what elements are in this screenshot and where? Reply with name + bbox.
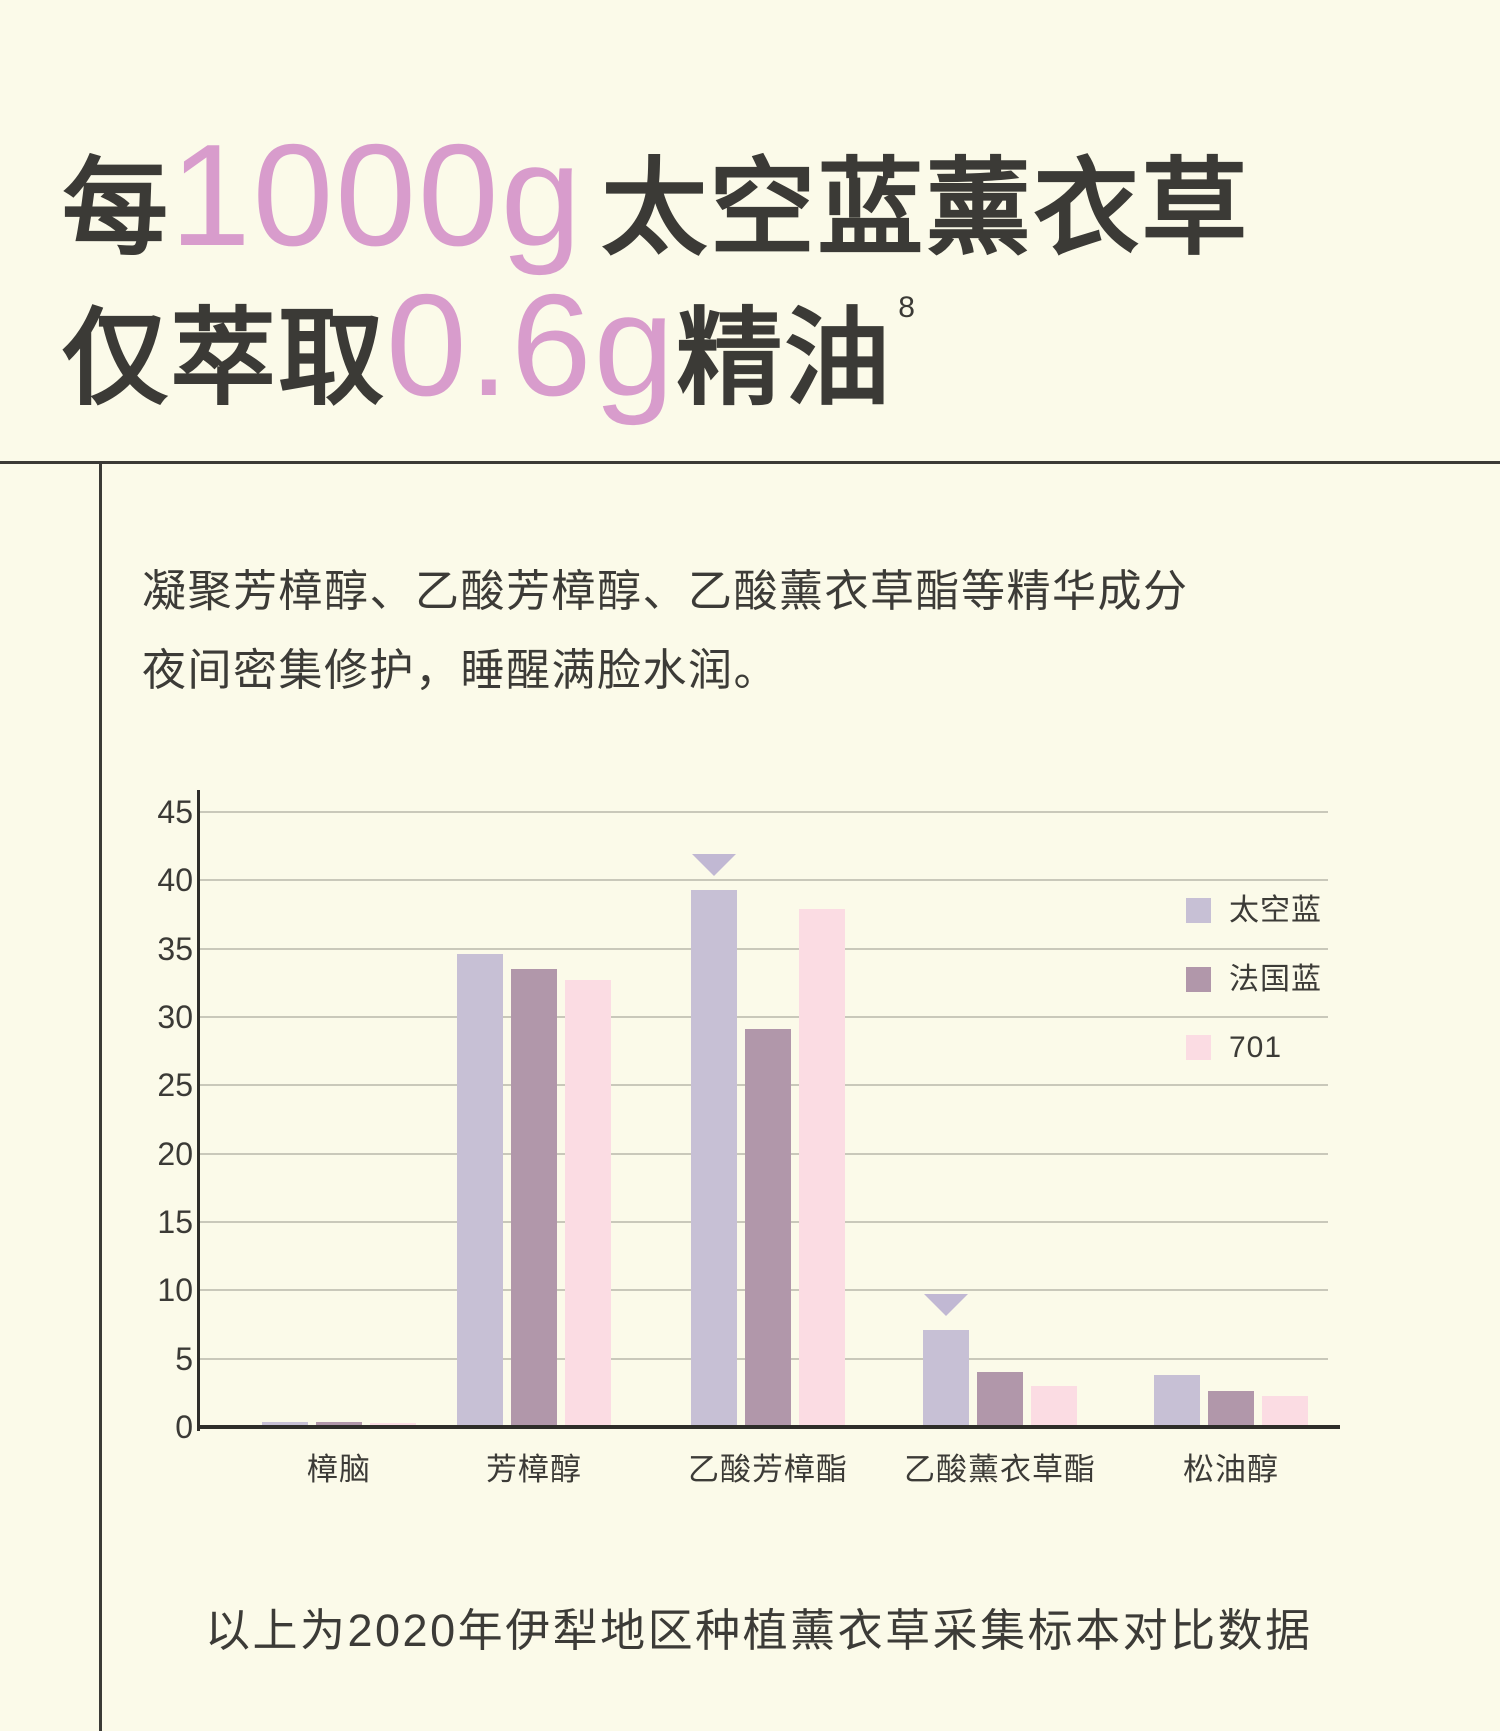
y-axis-tick-label: 40 [157, 862, 193, 899]
description-line-2: 夜间密集修护，睡醒满脸水润。 [142, 646, 779, 695]
category-label-乙酸芳樟酯: 乙酸芳樟酯 [688, 1452, 848, 1487]
bar-701-乙酸芳樟酯 [799, 909, 845, 1427]
chart-caption: 以上为2020年伊犁地区种植薰衣草采集标本对比数据 [205, 1605, 1313, 1656]
category-label-芳樟醇: 芳樟醇 [486, 1452, 582, 1487]
y-axis-tick-label: 20 [157, 1135, 193, 1172]
legend-swatch-法国蓝 [1186, 967, 1211, 992]
bar-太空蓝-樟脑 [262, 1422, 308, 1427]
bar-法国蓝-乙酸薰衣草酯 [977, 1372, 1023, 1427]
bar-701-松油醇 [1262, 1396, 1308, 1427]
y-axis-tick-label: 30 [157, 998, 193, 1035]
y-axis-tick-label: 25 [157, 1067, 193, 1104]
legend-swatch-太空蓝 [1186, 898, 1211, 923]
highlight-marker-triangle [924, 1293, 968, 1316]
gridline-40 [199, 879, 1328, 882]
horizontal-divider [0, 461, 1500, 464]
bar-太空蓝-松油醇 [1154, 1375, 1200, 1427]
x-axis-line [197, 1425, 1340, 1429]
bar-太空蓝-芳樟醇 [457, 954, 503, 1427]
heading-text: 精油 [676, 300, 893, 418]
heading-line-2: 仅萃取 0.6g 精油 8 [62, 262, 917, 429]
heading-text: 仅萃取 [62, 300, 386, 418]
heading-accent-0-6g: 0.6g [386, 264, 677, 426]
gridline-30 [199, 1015, 1328, 1018]
bar-701-乙酸薰衣草酯 [1031, 1386, 1077, 1427]
bar-太空蓝-乙酸薰衣草酯 [923, 1330, 969, 1427]
heading-line-1: 每 1000g 太空蓝薰衣草 [62, 112, 1249, 279]
heading-accent-1000g: 1000g [170, 114, 584, 276]
heading-text: 太空蓝薰衣草 [601, 150, 1250, 268]
y-axis-tick-label: 5 [175, 1340, 193, 1377]
category-label-乙酸薰衣草酯: 乙酸薰衣草酯 [904, 1452, 1096, 1487]
bar-法国蓝-松油醇 [1208, 1391, 1254, 1427]
y-axis-tick-label: 10 [157, 1272, 193, 1309]
highlight-marker-triangle [692, 853, 736, 876]
bar-法国蓝-乙酸芳樟酯 [745, 1029, 791, 1427]
gridline-45 [199, 810, 1328, 813]
vertical-rule [99, 461, 102, 1731]
heading-superscript-8: 8 [898, 291, 917, 324]
legend-label-太空蓝: 太空蓝 [1229, 894, 1322, 927]
legend-label-701: 701 [1229, 1031, 1283, 1064]
category-label-松油醇: 松油醇 [1183, 1452, 1279, 1487]
bar-法国蓝-樟脑 [316, 1422, 362, 1427]
bar-太空蓝-乙酸芳樟酯 [691, 890, 737, 1427]
category-label-樟脑: 樟脑 [307, 1452, 371, 1487]
legend-item-法国蓝: 法国蓝 [1186, 963, 1322, 996]
description-text: 凝聚芳樟醇、乙酸芳樟醇、乙酸薰衣草酯等精华成分 夜间密集修护，睡醒满脸水润。 [142, 552, 1189, 710]
legend-swatch-701 [1186, 1035, 1211, 1060]
bar-701-芳樟醇 [565, 980, 611, 1427]
heading-text: 每 [62, 150, 170, 268]
legend-item-太空蓝: 太空蓝 [1186, 894, 1322, 927]
description-line-1: 凝聚芳樟醇、乙酸芳樟醇、乙酸薰衣草酯等精华成分 [142, 567, 1189, 616]
legend-item-701: 701 [1186, 1031, 1283, 1064]
y-axis-tick-label: 45 [157, 793, 193, 830]
y-axis-tick-label: 15 [157, 1203, 193, 1240]
y-axis-line [197, 790, 200, 1431]
legend-label-法国蓝: 法国蓝 [1229, 963, 1322, 996]
y-axis-tick-label: 35 [157, 930, 193, 967]
gridline-35 [199, 947, 1328, 950]
y-axis-tick-label: 0 [175, 1409, 193, 1445]
bar-法国蓝-芳樟醇 [511, 969, 557, 1427]
